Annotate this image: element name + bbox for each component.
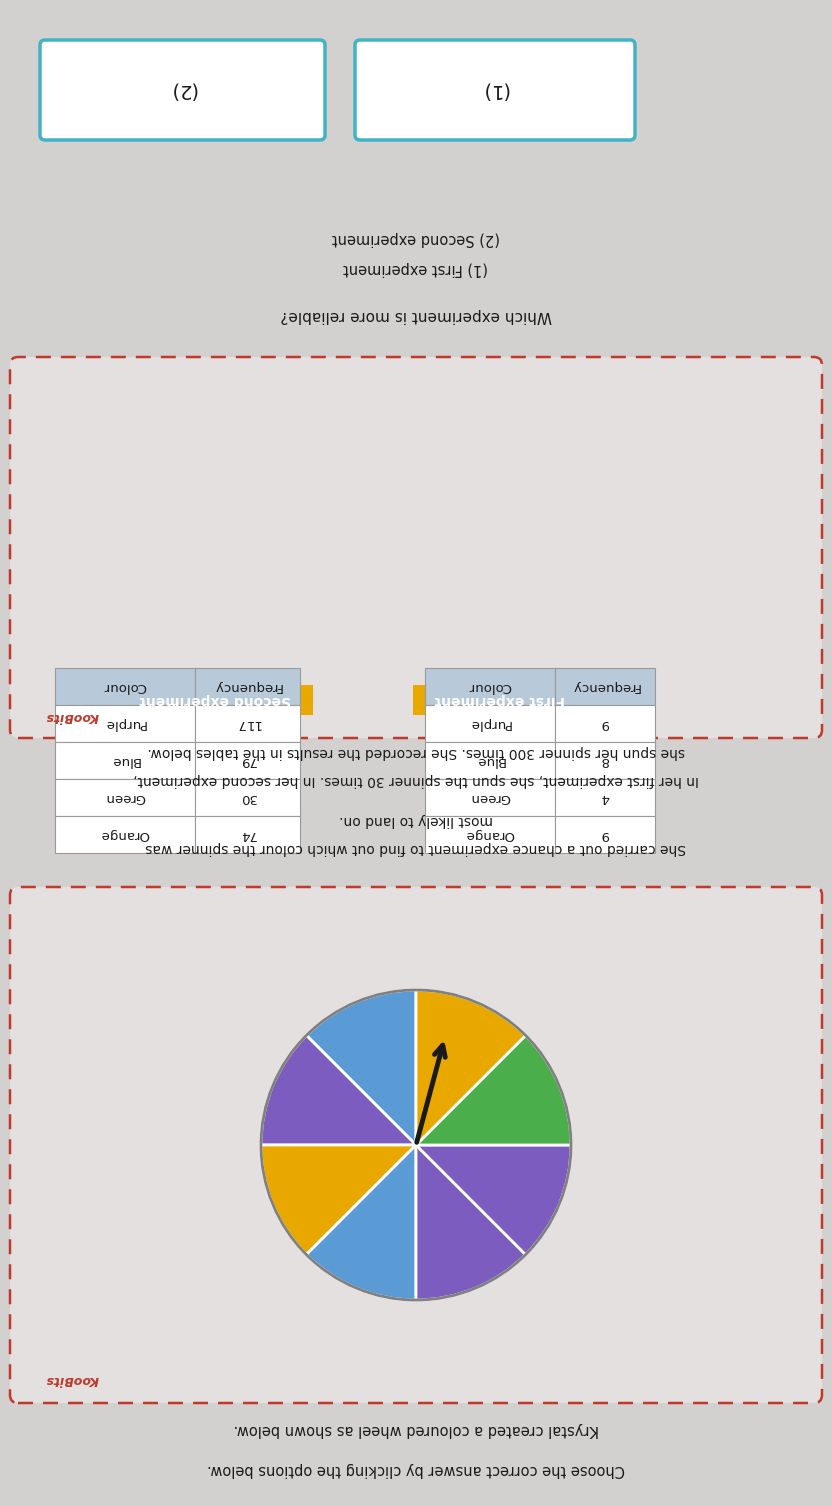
- Text: (1) First experiment: (1) First experiment: [344, 261, 488, 276]
- Text: First experiment: First experiment: [435, 693, 565, 706]
- Bar: [55, 816, 195, 852]
- Wedge shape: [306, 989, 416, 1145]
- Text: Frequency: Frequency: [571, 681, 640, 693]
- Text: In her first experiment, she spun the spinner 30 times. In her second experiment: In her first experiment, she spun the sp…: [133, 773, 699, 788]
- Text: Orange: Orange: [101, 828, 150, 840]
- Text: most likely to land on.: most likely to land on.: [339, 813, 493, 827]
- Text: Blue: Blue: [475, 755, 505, 767]
- FancyBboxPatch shape: [10, 887, 822, 1404]
- Text: KooBits: KooBits: [45, 1373, 98, 1387]
- Text: (1): (1): [481, 80, 508, 99]
- Bar: [195, 816, 300, 852]
- Text: Second experiment: Second experiment: [139, 693, 291, 706]
- Text: 8: 8: [601, 755, 609, 767]
- Bar: [195, 779, 300, 816]
- FancyBboxPatch shape: [40, 41, 325, 140]
- Bar: [425, 779, 555, 816]
- Text: 4: 4: [601, 791, 609, 804]
- Text: Blue: Blue: [110, 755, 140, 767]
- Bar: [425, 816, 555, 852]
- Text: (2) Second experiment: (2) Second experiment: [332, 230, 500, 245]
- Bar: [555, 669, 655, 705]
- Text: She carried out a chance experiment to find out which colour the spinner was: She carried out a chance experiment to f…: [146, 840, 686, 855]
- Text: Which experiment is more reliable?: Which experiment is more reliable?: [280, 307, 552, 322]
- Text: Frequency: Frequency: [213, 681, 282, 693]
- Bar: [195, 742, 300, 779]
- Bar: [425, 742, 555, 779]
- Bar: [555, 779, 655, 816]
- Text: Colour: Colour: [468, 681, 512, 693]
- Bar: [55, 705, 195, 742]
- Bar: [55, 669, 195, 705]
- Text: Choose the correct answer by clicking the options below.: Choose the correct answer by clicking th…: [207, 1462, 625, 1477]
- Bar: [55, 779, 195, 816]
- Bar: [55, 742, 195, 779]
- Text: 9: 9: [601, 717, 609, 730]
- Bar: [425, 705, 555, 742]
- Text: KooBits: KooBits: [45, 709, 98, 723]
- Text: Orange: Orange: [465, 828, 515, 840]
- Bar: [425, 669, 555, 705]
- Bar: [413, 685, 587, 715]
- FancyBboxPatch shape: [355, 41, 635, 140]
- Wedge shape: [416, 989, 526, 1145]
- Wedge shape: [261, 1036, 416, 1145]
- Bar: [555, 705, 655, 742]
- Text: she spun her spinner 300 times. She recorded the results in the tables below.: she spun her spinner 300 times. She reco…: [147, 745, 685, 759]
- Text: 30: 30: [239, 791, 256, 804]
- Text: 117: 117: [235, 717, 260, 730]
- Text: Colour: Colour: [103, 681, 146, 693]
- Text: 79: 79: [239, 755, 256, 767]
- Text: Green: Green: [105, 791, 146, 804]
- Bar: [117, 685, 313, 715]
- Text: Purple: Purple: [469, 717, 511, 730]
- FancyBboxPatch shape: [10, 357, 822, 738]
- Text: Green: Green: [470, 791, 510, 804]
- Bar: [555, 816, 655, 852]
- Bar: [555, 742, 655, 779]
- Text: (2): (2): [169, 80, 196, 99]
- Text: 74: 74: [239, 828, 256, 840]
- Wedge shape: [416, 1036, 571, 1145]
- Wedge shape: [416, 1145, 526, 1300]
- Bar: [195, 705, 300, 742]
- Bar: [195, 669, 300, 705]
- Wedge shape: [306, 1145, 416, 1300]
- Text: Purple: Purple: [104, 717, 146, 730]
- Wedge shape: [261, 1145, 416, 1254]
- Text: 9: 9: [601, 828, 609, 840]
- Text: Krystal created a coloured wheel as shown below.: Krystal created a coloured wheel as show…: [233, 1423, 599, 1438]
- Wedge shape: [416, 1145, 571, 1254]
